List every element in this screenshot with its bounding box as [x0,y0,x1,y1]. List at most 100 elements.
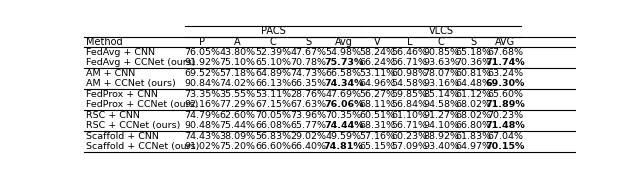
Text: A: A [234,37,241,47]
Text: 93.40%: 93.40% [423,143,460,151]
Text: 85.14%: 85.14% [423,90,459,99]
Text: 75.44%: 75.44% [220,121,255,130]
Text: 77.29%: 77.29% [220,100,255,109]
Text: P: P [199,37,205,47]
Text: 61.83%: 61.83% [455,132,491,141]
Text: 54.58%: 54.58% [391,80,428,88]
Text: 66.08%: 66.08% [255,121,291,130]
Text: 70.35%: 70.35% [326,111,362,120]
Text: 76.06%: 76.06% [324,100,364,109]
Text: FedProx + CNN: FedProx + CNN [86,90,158,99]
Text: 92.16%: 92.16% [184,100,220,109]
Text: 70.78%: 70.78% [291,58,326,68]
Text: 74.81%: 74.81% [324,143,364,151]
Text: VLCS: VLCS [429,26,454,37]
Text: 90.85%: 90.85% [423,48,459,57]
Text: 70.23%: 70.23% [487,111,523,120]
Text: 60.98%: 60.98% [391,69,428,78]
Text: 47.67%: 47.67% [291,48,326,57]
Text: 64.96%: 64.96% [360,80,396,88]
Text: 94.10%: 94.10% [423,121,459,130]
Text: 43.80%: 43.80% [220,48,256,57]
Text: 47.69%: 47.69% [326,90,362,99]
Text: 76.05%: 76.05% [184,48,220,57]
Text: 74.43%: 74.43% [184,132,220,141]
Text: 65.77%: 65.77% [291,121,326,130]
Text: RSC + CCNet (ours): RSC + CCNet (ours) [86,121,180,130]
Text: 56.83%: 56.83% [255,132,291,141]
Text: 58.24%: 58.24% [360,48,396,57]
Text: 49.59%: 49.59% [326,132,362,141]
Text: 65.15%: 65.15% [360,143,396,151]
Text: RSC + CNN: RSC + CNN [86,111,140,120]
Text: 75.73%: 75.73% [324,58,364,68]
Text: AM + CCNet (ours): AM + CCNet (ours) [86,80,176,88]
Text: 53.11%: 53.11% [359,69,396,78]
Text: 59.85%: 59.85% [391,90,428,99]
Text: 66.60%: 66.60% [255,143,291,151]
Text: 70.36%: 70.36% [455,58,491,68]
Text: PACS: PACS [260,26,285,37]
Text: 90.84%: 90.84% [184,80,220,88]
Text: 54.98%: 54.98% [326,48,362,57]
Text: AVG: AVG [495,37,515,47]
Text: Scaffold + CNN: Scaffold + CNN [86,132,159,141]
Text: Method: Method [86,37,123,47]
Text: 65.60%: 65.60% [487,90,523,99]
Text: Avg: Avg [335,37,353,47]
Text: 64.48%: 64.48% [455,80,491,88]
Text: 53.11%: 53.11% [255,90,291,99]
Text: L: L [406,37,412,47]
Text: 74.34%: 74.34% [324,80,364,88]
Text: 66.35%: 66.35% [291,80,326,88]
Text: FedAvg + CNN: FedAvg + CNN [86,48,155,57]
Text: V: V [374,37,381,47]
Text: 91.02%: 91.02% [184,143,220,151]
Text: 65.18%: 65.18% [455,48,491,57]
Text: 57.09%: 57.09% [391,143,428,151]
Text: 74.44%: 74.44% [324,121,364,130]
Text: 94.58%: 94.58% [423,100,459,109]
Text: 57.16%: 57.16% [360,132,396,141]
Text: 66.80%: 66.80% [455,121,491,130]
Text: 64.89%: 64.89% [255,69,291,78]
Text: 56.71%: 56.71% [391,121,428,130]
Text: 74.73%: 74.73% [291,69,326,78]
Text: 56.84%: 56.84% [391,100,428,109]
Text: 52.39%: 52.39% [255,48,291,57]
Text: 61.12%: 61.12% [455,90,491,99]
Text: 67.63%: 67.63% [291,100,326,109]
Text: 64.97%: 64.97% [455,143,491,151]
Text: 69.52%: 69.52% [184,69,220,78]
Text: 35.55%: 35.55% [220,90,256,99]
Text: 66.40%: 66.40% [291,143,326,151]
Text: C: C [438,37,445,47]
Text: 66.58%: 66.58% [326,69,362,78]
Text: 91.27%: 91.27% [423,111,459,120]
Text: 56.46%: 56.46% [391,48,428,57]
Text: 67.15%: 67.15% [255,100,291,109]
Text: 60.81%: 60.81% [455,69,491,78]
Text: 60.23%: 60.23% [391,132,428,141]
Text: 65.10%: 65.10% [255,58,291,68]
Text: 56.71%: 56.71% [391,58,428,68]
Text: 56.27%: 56.27% [360,90,396,99]
Text: 57.18%: 57.18% [220,69,255,78]
Text: 91.92%: 91.92% [184,58,220,68]
Text: 93.63%: 93.63% [423,58,460,68]
Text: 74.79%: 74.79% [184,111,220,120]
Text: 78.07%: 78.07% [423,69,459,78]
Text: 68.02%: 68.02% [455,100,491,109]
Text: S: S [305,37,312,47]
Text: 67.68%: 67.68% [487,48,523,57]
Text: 63.24%: 63.24% [487,69,523,78]
Text: 71.48%: 71.48% [485,121,525,130]
Text: C: C [269,37,276,47]
Text: 67.04%: 67.04% [487,132,523,141]
Text: 75.10%: 75.10% [220,58,255,68]
Text: 68.11%: 68.11% [360,100,396,109]
Text: 70.05%: 70.05% [255,111,291,120]
Text: 75.20%: 75.20% [220,143,255,151]
Text: 90.48%: 90.48% [184,121,220,130]
Text: FedProx + CCNet (ours): FedProx + CCNet (ours) [86,100,198,109]
